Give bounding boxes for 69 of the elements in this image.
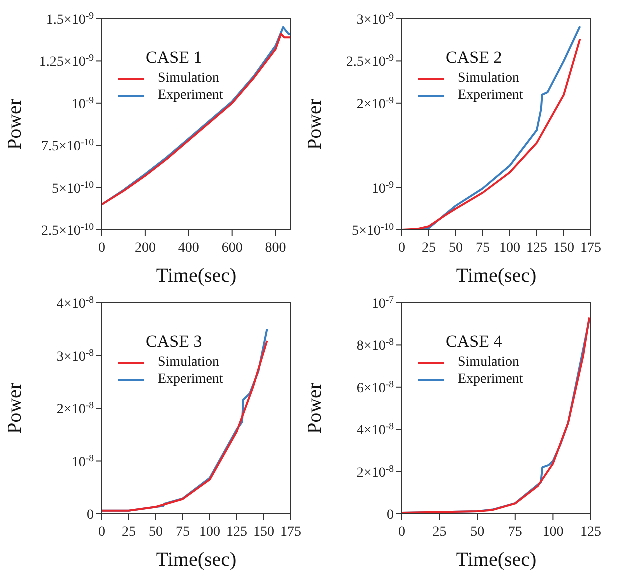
x-tick-label: 25 [422, 241, 436, 256]
x-tick-label: 75 [476, 241, 490, 256]
y-tick-label: 4×10$^{-8}$ [56, 294, 94, 312]
y-tick-label: 5×10$^{-10}$ [352, 222, 394, 239]
x-tick-label: 0 [398, 241, 406, 256]
x-tick-label: 0 [98, 241, 106, 256]
x-axis-title: Time(sec) [456, 549, 537, 571]
x-tick-label: 100 [542, 525, 564, 540]
y-tick-label: 2×10$^{-9}$ [356, 94, 394, 112]
y-tick-label: 2.5×10$^{-10}$ [42, 222, 94, 239]
y-tick-label: 10$^{-8}$ [72, 452, 94, 470]
y-axis-title: Power [304, 382, 326, 434]
y-tick-label: 4×10$^{-8}$ [356, 421, 394, 439]
legend-label: Experiment [158, 88, 224, 104]
y-tick-label: 1.25×10$^{-9}$ [39, 52, 94, 70]
legend-label: Simulation [158, 70, 220, 86]
legend-label: Simulation [458, 354, 520, 370]
x-tick-label: 125 [580, 525, 602, 540]
y-axis-title: Power [4, 98, 26, 150]
x-tick-label: 600 [222, 241, 243, 256]
y-tick-label: 3×10$^{-8}$ [56, 347, 94, 365]
y-tick-label: 2.5×10$^{-9}$ [346, 52, 394, 70]
y-tick-label: 0 [387, 508, 394, 523]
legend-label: Experiment [158, 372, 224, 388]
y-tick-label: 10$^{-9}$ [372, 179, 394, 197]
x-tick-label: 75 [176, 525, 190, 540]
y-tick-label: 5×10$^{-10}$ [52, 179, 94, 197]
y-tick-label: 3×10$^{-9}$ [356, 10, 394, 28]
y-axis-title: Power [304, 98, 326, 150]
x-tick-label: 100 [200, 525, 220, 540]
x-tick-label: 50 [149, 525, 163, 540]
legend-label: Experiment [458, 88, 524, 104]
x-tick-label: 125 [526, 241, 548, 256]
x-axis-title: Time(sec) [456, 265, 537, 287]
legend-title: CASE 3 [146, 332, 204, 352]
y-tick-label: 6×10$^{-8}$ [356, 378, 394, 396]
x-tick-label: 150 [254, 525, 274, 540]
x-tick-label: 200 [134, 241, 156, 256]
x-tick-label: 0 [398, 525, 406, 540]
x-tick-label: 100 [500, 241, 520, 256]
legend-title: CASE 2 [446, 48, 504, 68]
y-axis-title: Power [4, 382, 26, 434]
x-tick-label: 25 [122, 525, 136, 540]
x-tick-label: 175 [280, 525, 302, 540]
y-tick-label: 10$^{-9}$ [72, 94, 94, 112]
legend-title: CASE 4 [446, 332, 504, 352]
x-tick-label: 50 [470, 525, 485, 540]
x-tick-label: 50 [449, 241, 463, 256]
legend-title: CASE 1 [146, 48, 204, 68]
y-tick-label: 8×10$^{-8}$ [356, 336, 394, 354]
y-tick-label: 0 [87, 508, 94, 523]
x-tick-label: 75 [508, 525, 522, 540]
legend-label: Experiment [458, 372, 524, 388]
x-tick-label: 125 [226, 525, 248, 540]
x-tick-label: 0 [98, 525, 106, 540]
x-tick-label: 800 [265, 241, 286, 256]
y-tick-label: 7.5×10$^{-10}$ [42, 137, 94, 155]
y-tick-label: 1.5×10$^{-9}$ [46, 10, 94, 28]
x-tick-label: 25 [432, 525, 447, 540]
x-axis-title: Time(sec) [156, 265, 237, 287]
x-axis-title: Time(sec) [156, 549, 237, 571]
x-tick-label: 150 [554, 241, 574, 256]
x-tick-label: 400 [178, 241, 200, 256]
y-tick-label: 2×10$^{-8}$ [56, 400, 94, 418]
legend-label: Simulation [458, 70, 520, 86]
legend-label: Simulation [158, 354, 220, 370]
y-tick-label: 2×10$^{-8}$ [356, 463, 394, 481]
y-tick-label: 10$^{-7}$ [372, 294, 394, 312]
x-tick-label: 175 [580, 241, 602, 256]
